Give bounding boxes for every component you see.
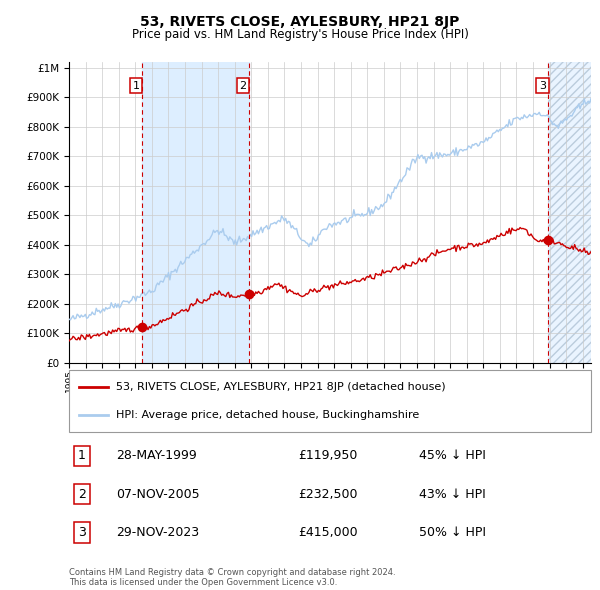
Text: 28-MAY-1999: 28-MAY-1999 (116, 449, 197, 463)
Text: 50% ↓ HPI: 50% ↓ HPI (419, 526, 486, 539)
Text: £232,500: £232,500 (299, 487, 358, 501)
Text: 2: 2 (78, 487, 86, 501)
Text: Contains HM Land Registry data © Crown copyright and database right 2024.
This d: Contains HM Land Registry data © Crown c… (69, 568, 395, 587)
Text: 53, RIVETS CLOSE, AYLESBURY, HP21 8JP (detached house): 53, RIVETS CLOSE, AYLESBURY, HP21 8JP (d… (116, 382, 446, 392)
Bar (142, 62, 249, 363)
Text: Price paid vs. HM Land Registry's House Price Index (HPI): Price paid vs. HM Land Registry's House … (131, 28, 469, 41)
Text: 07-NOV-2005: 07-NOV-2005 (116, 487, 200, 501)
Bar (548, 62, 591, 363)
Text: 2: 2 (239, 81, 247, 90)
Text: 1: 1 (133, 81, 140, 90)
Text: 45% ↓ HPI: 45% ↓ HPI (419, 449, 485, 463)
Text: 3: 3 (78, 526, 86, 539)
Text: 29-NOV-2023: 29-NOV-2023 (116, 526, 199, 539)
Text: HPI: Average price, detached house, Buckinghamshire: HPI: Average price, detached house, Buck… (116, 410, 419, 420)
Text: £415,000: £415,000 (299, 526, 358, 539)
Text: 53, RIVETS CLOSE, AYLESBURY, HP21 8JP: 53, RIVETS CLOSE, AYLESBURY, HP21 8JP (140, 15, 460, 29)
Bar (548, 62, 591, 363)
Text: 3: 3 (539, 81, 546, 90)
Text: 1: 1 (78, 449, 86, 463)
Text: £119,950: £119,950 (299, 449, 358, 463)
Text: 43% ↓ HPI: 43% ↓ HPI (419, 487, 485, 501)
